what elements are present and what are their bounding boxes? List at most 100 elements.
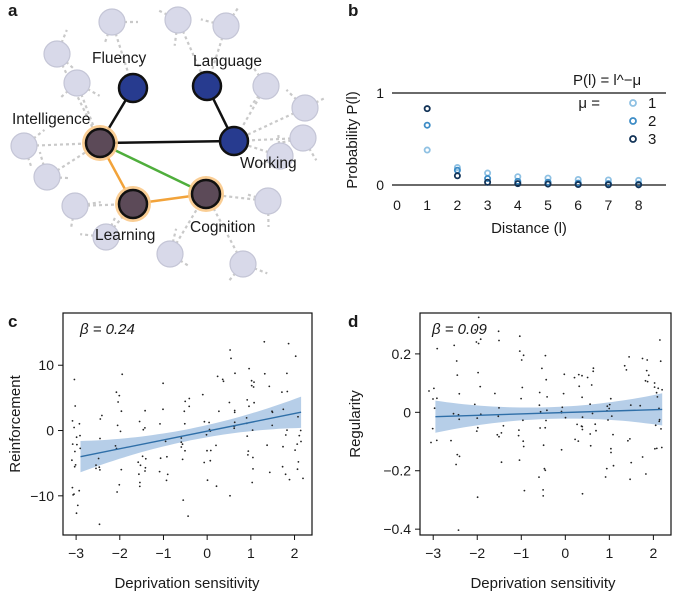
b-xtick-label: 6 bbox=[574, 197, 582, 213]
d-data-point bbox=[639, 404, 642, 407]
c-data-point bbox=[73, 493, 75, 495]
c-data-point bbox=[75, 436, 78, 439]
c-data-point bbox=[209, 449, 212, 452]
c-data-point bbox=[180, 446, 183, 448]
c-data-point bbox=[298, 434, 301, 437]
c-data-point bbox=[79, 447, 82, 450]
b-point-mu-1 bbox=[453, 164, 461, 172]
d-data-point bbox=[545, 378, 548, 381]
label-learning: Learning bbox=[95, 227, 155, 244]
d-points bbox=[428, 316, 663, 531]
c-data-point bbox=[208, 421, 211, 424]
c-data-point bbox=[229, 494, 231, 497]
c-data-point bbox=[286, 390, 289, 393]
d-data-point bbox=[607, 419, 609, 421]
c-data-point bbox=[138, 485, 141, 488]
d-xticks: −3 −2 −1 0 1 2 bbox=[425, 535, 657, 561]
b-legend: μ = 123 bbox=[578, 95, 656, 148]
d-data-point bbox=[590, 384, 593, 386]
d-data-point bbox=[595, 429, 597, 432]
d-data-point bbox=[476, 496, 479, 499]
background-node bbox=[291, 94, 319, 122]
background-edge bbox=[233, 85, 267, 142]
c-data-point bbox=[246, 399, 249, 401]
d-data-point bbox=[475, 430, 478, 432]
c-data-point bbox=[286, 372, 288, 375]
d-data-point bbox=[660, 428, 662, 430]
d-data-point bbox=[612, 464, 615, 467]
c-data-point bbox=[287, 342, 290, 345]
edge-intelligence-working bbox=[99, 139, 235, 145]
c-data-point bbox=[281, 465, 284, 468]
b-legend-label: 2 bbox=[648, 113, 656, 130]
d-data-point bbox=[428, 390, 430, 392]
c-data-point bbox=[215, 444, 217, 447]
c-data-point bbox=[229, 349, 232, 351]
d-data-point bbox=[456, 374, 459, 376]
d-xtick-label: 1 bbox=[605, 545, 613, 561]
c-data-point bbox=[271, 411, 274, 414]
d-beta-annotation: β = 0.09 bbox=[431, 321, 488, 338]
c-data-point bbox=[144, 470, 146, 472]
c-data-point bbox=[120, 468, 123, 471]
d-data-point bbox=[646, 359, 649, 361]
d-data-point bbox=[629, 404, 632, 406]
c-xtick-label: −2 bbox=[112, 545, 128, 561]
c-data-point bbox=[300, 440, 302, 443]
c-points bbox=[71, 340, 304, 526]
c-data-point bbox=[99, 469, 101, 471]
c-data-point bbox=[268, 385, 271, 388]
c-data-point bbox=[201, 393, 204, 396]
b-point-mu-2 bbox=[484, 175, 492, 183]
c-data-point bbox=[282, 408, 285, 411]
c-data-point bbox=[218, 410, 220, 413]
d-data-point bbox=[498, 407, 500, 409]
background-node bbox=[98, 8, 126, 36]
b-xtick-label: 2 bbox=[454, 197, 462, 213]
d-data-point bbox=[435, 439, 438, 442]
c-data-point bbox=[284, 473, 287, 476]
d-ytick-label: 0 bbox=[403, 404, 411, 420]
c-data-point bbox=[248, 405, 250, 408]
c-data-point bbox=[263, 340, 266, 343]
d-data-point bbox=[560, 448, 563, 451]
c-fit-line bbox=[80, 411, 302, 458]
c-data-point bbox=[73, 465, 76, 468]
d-data-point bbox=[647, 374, 650, 377]
node-cognition bbox=[190, 178, 222, 210]
c-data-point bbox=[286, 429, 288, 431]
background-node bbox=[61, 192, 89, 220]
d-data-point bbox=[522, 440, 525, 443]
d-data-point bbox=[473, 403, 476, 406]
b-legend-label: 1 bbox=[648, 95, 656, 112]
c-data-point bbox=[75, 512, 78, 515]
d-xlabel: Deprivation sensitivity bbox=[470, 575, 616, 592]
d-data-point bbox=[645, 369, 648, 372]
d-data-point bbox=[625, 369, 628, 371]
c-ytick-label: 10 bbox=[38, 357, 54, 373]
d-data-point bbox=[577, 440, 580, 442]
d-data-point bbox=[562, 392, 565, 395]
background-node bbox=[33, 163, 61, 191]
d-data-point bbox=[477, 316, 480, 319]
b-formula: P(l) = l^−μ bbox=[573, 72, 641, 89]
node-intelligence bbox=[84, 127, 116, 159]
background-node bbox=[212, 12, 240, 40]
d-data-point bbox=[594, 423, 597, 426]
d-data-point bbox=[659, 360, 662, 363]
c-data-point bbox=[215, 485, 218, 488]
d-data-point bbox=[476, 417, 479, 419]
d-yticks: −0.4 −0.2 0 0.2 bbox=[383, 346, 420, 537]
panel-d-letter: d bbox=[348, 312, 358, 331]
c-data-point bbox=[97, 457, 100, 460]
c-data-point bbox=[221, 378, 224, 381]
c-data-point bbox=[78, 422, 81, 425]
background-edge bbox=[105, 216, 117, 238]
c-data-point bbox=[299, 429, 302, 432]
d-data-point bbox=[500, 432, 503, 434]
c-data-point bbox=[71, 420, 74, 422]
d-data-point bbox=[455, 463, 457, 466]
d-data-point bbox=[581, 396, 583, 399]
b-points bbox=[423, 105, 643, 189]
b-xtick-label: 1 bbox=[423, 197, 431, 213]
